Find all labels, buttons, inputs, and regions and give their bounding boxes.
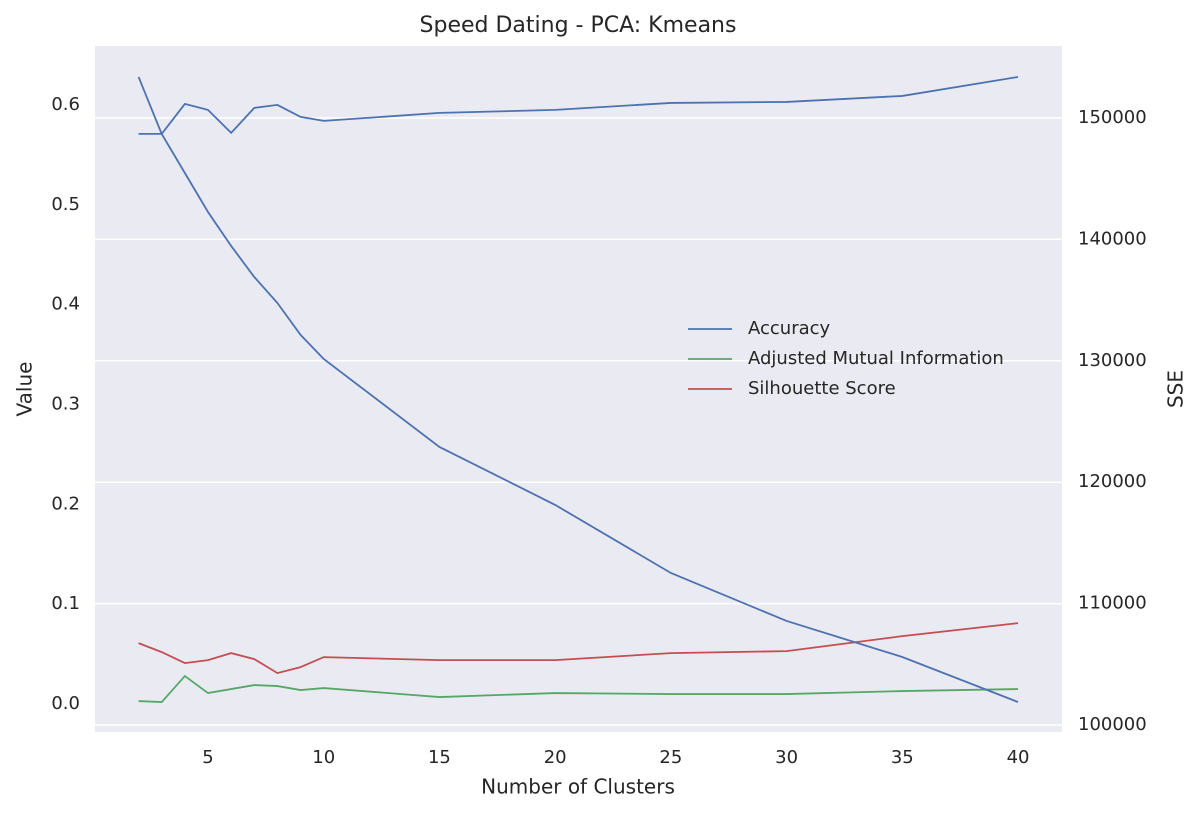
y2-axis-label: SSE <box>1164 370 1188 408</box>
legend-label: Accuracy <box>748 318 831 339</box>
y-tick-label: 0.3 <box>51 393 80 414</box>
x-tick-label: 40 <box>1007 747 1030 768</box>
y2-tick-label: 120000 <box>1078 471 1147 492</box>
y2-tick-label: 140000 <box>1078 228 1147 249</box>
y-tick-label: 0.5 <box>51 194 80 215</box>
x-tick-label: 35 <box>891 747 914 768</box>
x-tick-label: 20 <box>544 747 567 768</box>
y-tick-label: 0.0 <box>51 693 80 714</box>
x-tick-label: 15 <box>428 747 451 768</box>
y2-tick-label: 100000 <box>1078 714 1147 735</box>
chart-title: Speed Dating - PCA: Kmeans <box>420 13 737 38</box>
data-line <box>137 76 1019 703</box>
y-tick-label: 0.6 <box>51 94 80 115</box>
x-tick-label: 5 <box>202 747 213 768</box>
y-tick-label: 0.2 <box>51 493 80 514</box>
y2-tick-label: 110000 <box>1078 593 1147 614</box>
legend-label: Adjusted Mutual Information <box>748 348 1004 369</box>
data-line <box>138 622 1019 675</box>
y-axis-label: Value <box>13 362 37 417</box>
x-tick-label: 25 <box>659 747 682 768</box>
x-tick-label: 30 <box>775 747 798 768</box>
x-axis-label: Number of Clusters <box>481 775 675 799</box>
legend: Accuracy Adjusted Mutual Information Silho… <box>688 318 1004 399</box>
legend-label: Silhouette Score <box>748 378 896 399</box>
data-line <box>138 76 1019 135</box>
y2-tick-label: 130000 <box>1078 350 1147 371</box>
data-line <box>138 674 1019 703</box>
plot-background <box>95 46 1062 732</box>
y-tick-label: 0.4 <box>51 294 80 315</box>
y2-tick-label: 150000 <box>1078 107 1147 128</box>
x-tick-label: 10 <box>312 747 335 768</box>
y-tick-label: 0.1 <box>51 593 80 614</box>
